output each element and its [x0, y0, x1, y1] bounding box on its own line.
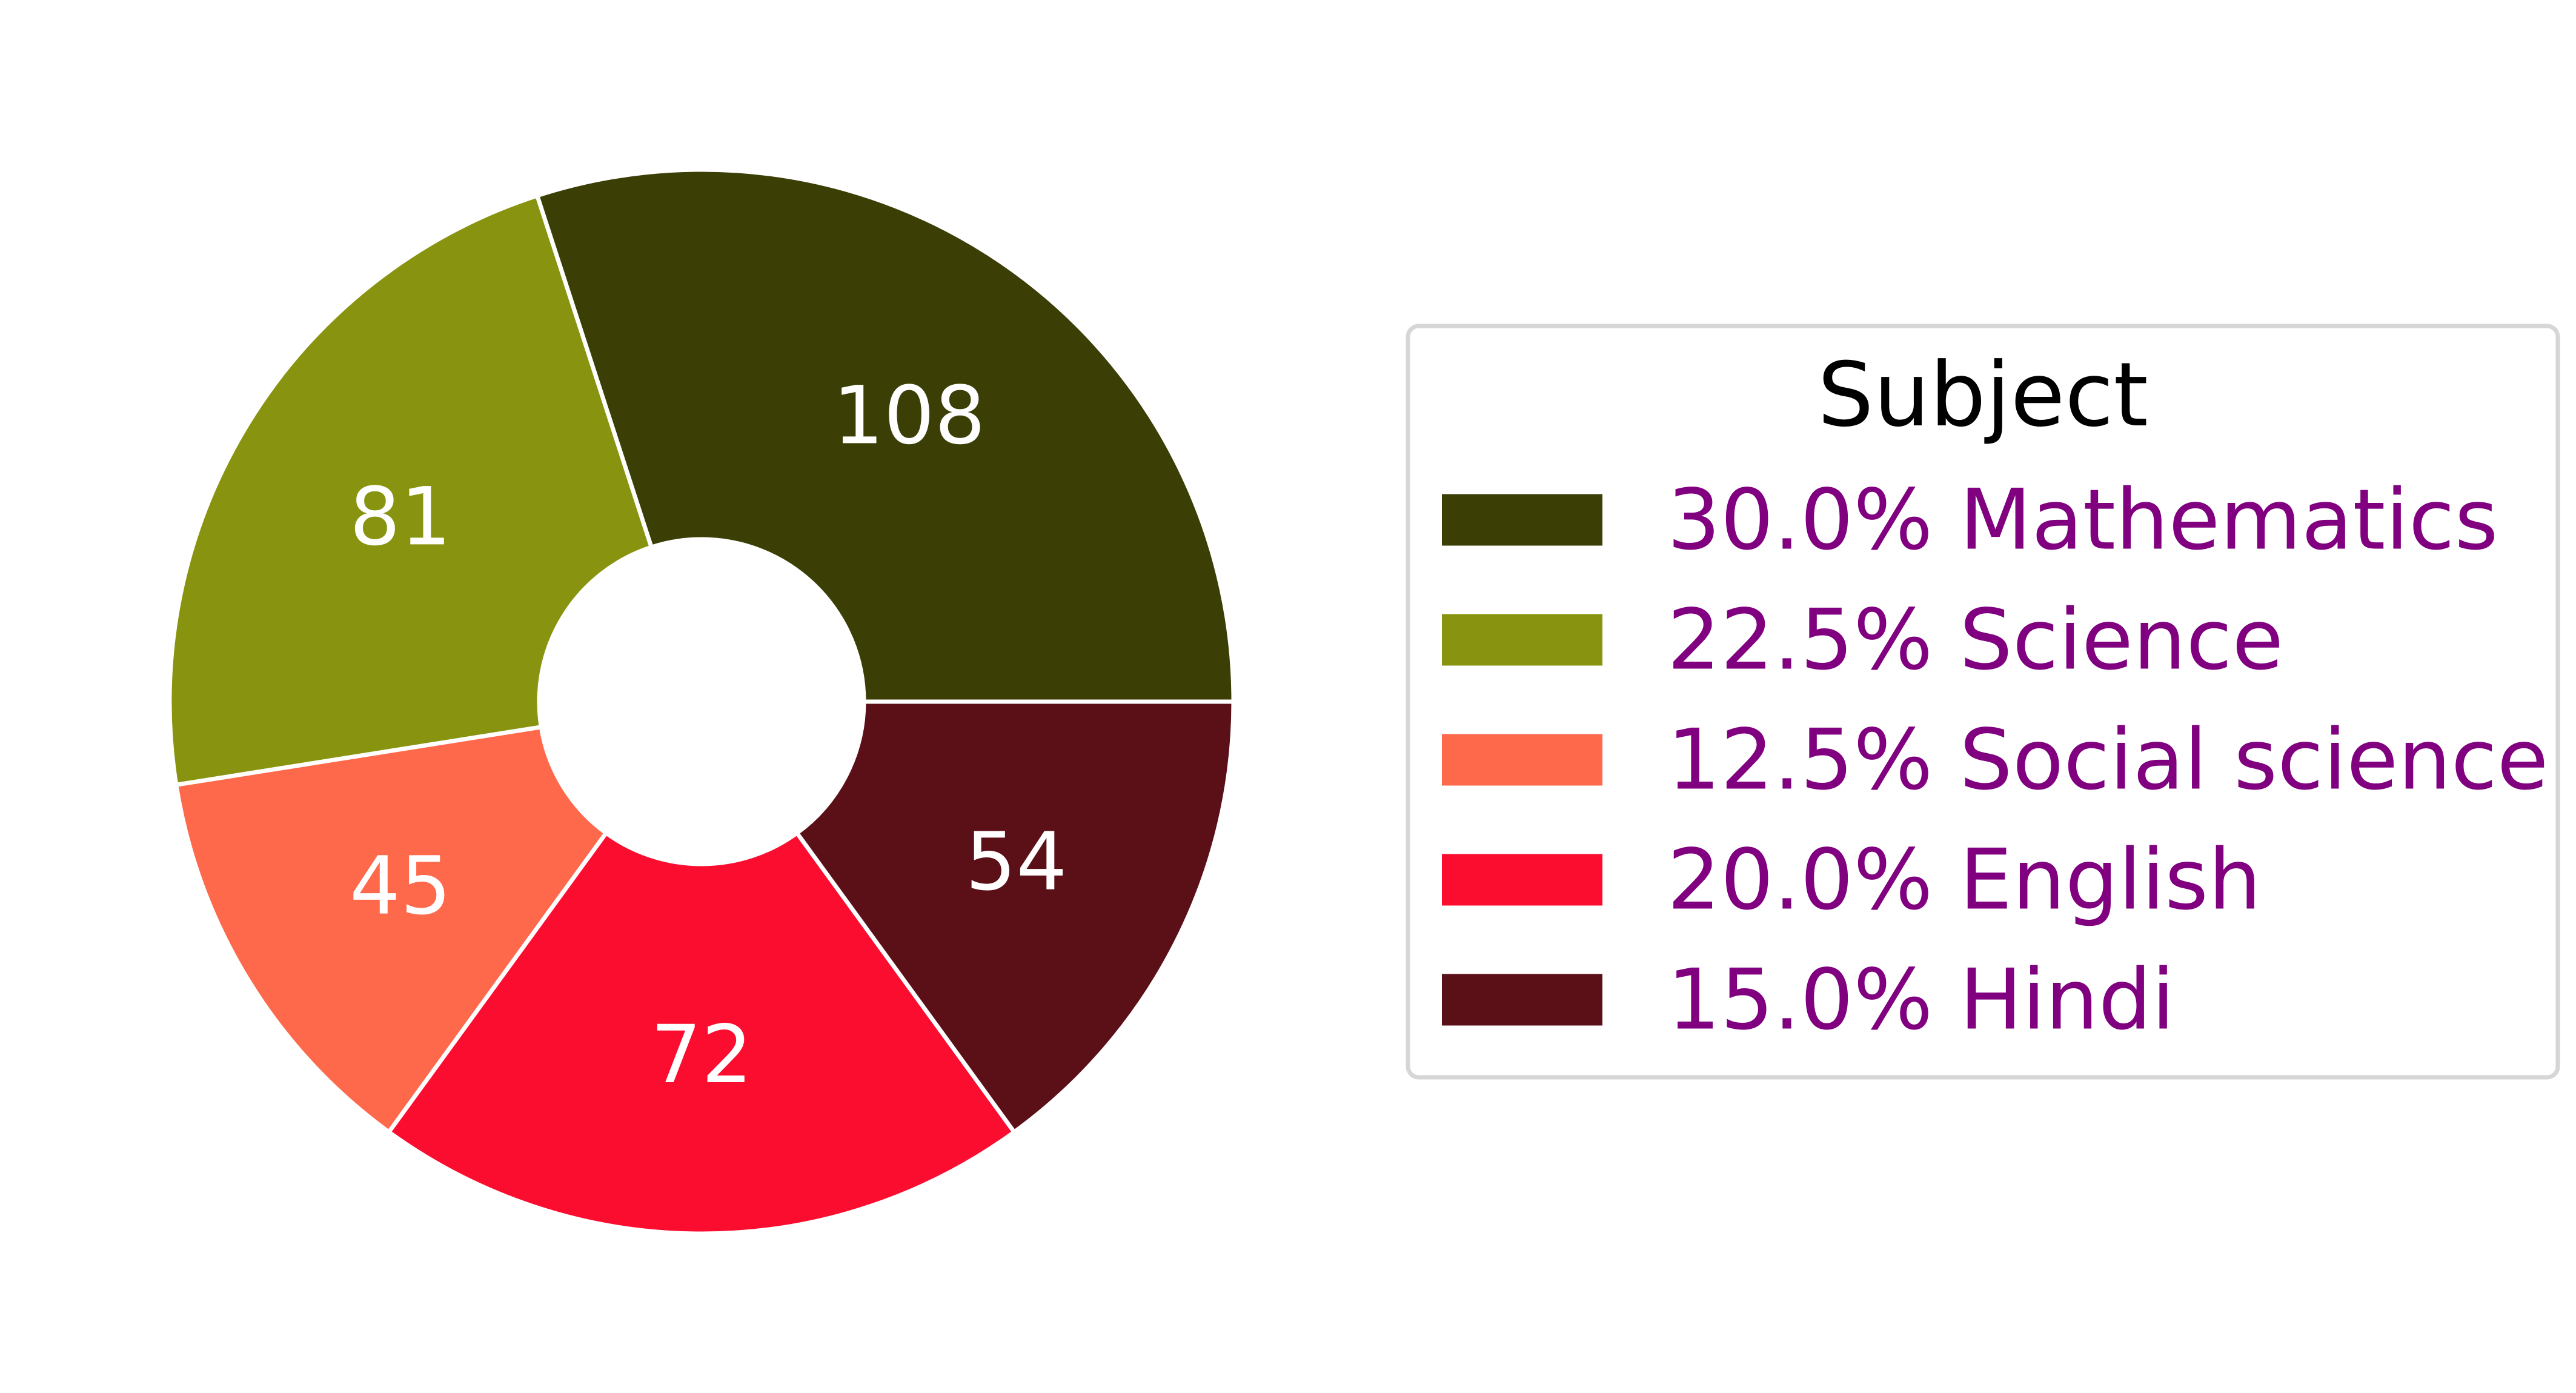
legend-label-english: 20.0% English	[1667, 831, 2262, 929]
legend-swatch-science	[1442, 614, 1602, 666]
slice-value-label-english: 72	[651, 1008, 752, 1102]
legend-frame	[1406, 324, 2560, 1080]
slice-hindi	[794, 699, 1236, 1135]
legend-items: 30.0% Mathematics 22.5% Science 12.5% Soci…	[1442, 471, 2549, 1049]
slice-mathematics	[534, 167, 1236, 704]
legend-label-hindi: 15.0% Hindi	[1667, 951, 2175, 1049]
legend-title: Subject	[1817, 344, 2148, 447]
legend-swatch-mathematics	[1442, 494, 1602, 546]
slice-value-label-hindi: 54	[965, 816, 1067, 909]
slice-value-label-science: 81	[350, 470, 451, 564]
slices-layer	[167, 167, 1236, 1236]
legend: Subject 30.0% Mathematics 22.5% Science 12…	[1406, 324, 2560, 1080]
legend-swatch-english	[1442, 854, 1602, 906]
legend-swatch-social-science	[1442, 734, 1602, 786]
legend-label-mathematics: 30.0% Mathematics	[1667, 471, 2498, 569]
legend-swatch-hindi	[1442, 974, 1602, 1026]
legend-label-social-science: 12.5% Social science	[1667, 711, 2549, 809]
slice-value-label-social-science: 45	[350, 840, 451, 933]
slice-labels-layer: 108 81 45 72 54	[350, 369, 1067, 1102]
legend-label-science: 22.5% Science	[1667, 591, 2283, 689]
slice-science	[167, 193, 654, 788]
slice-english	[386, 829, 1017, 1236]
slice-social-science	[173, 724, 609, 1135]
slice-value-label-mathematics: 108	[833, 369, 986, 462]
